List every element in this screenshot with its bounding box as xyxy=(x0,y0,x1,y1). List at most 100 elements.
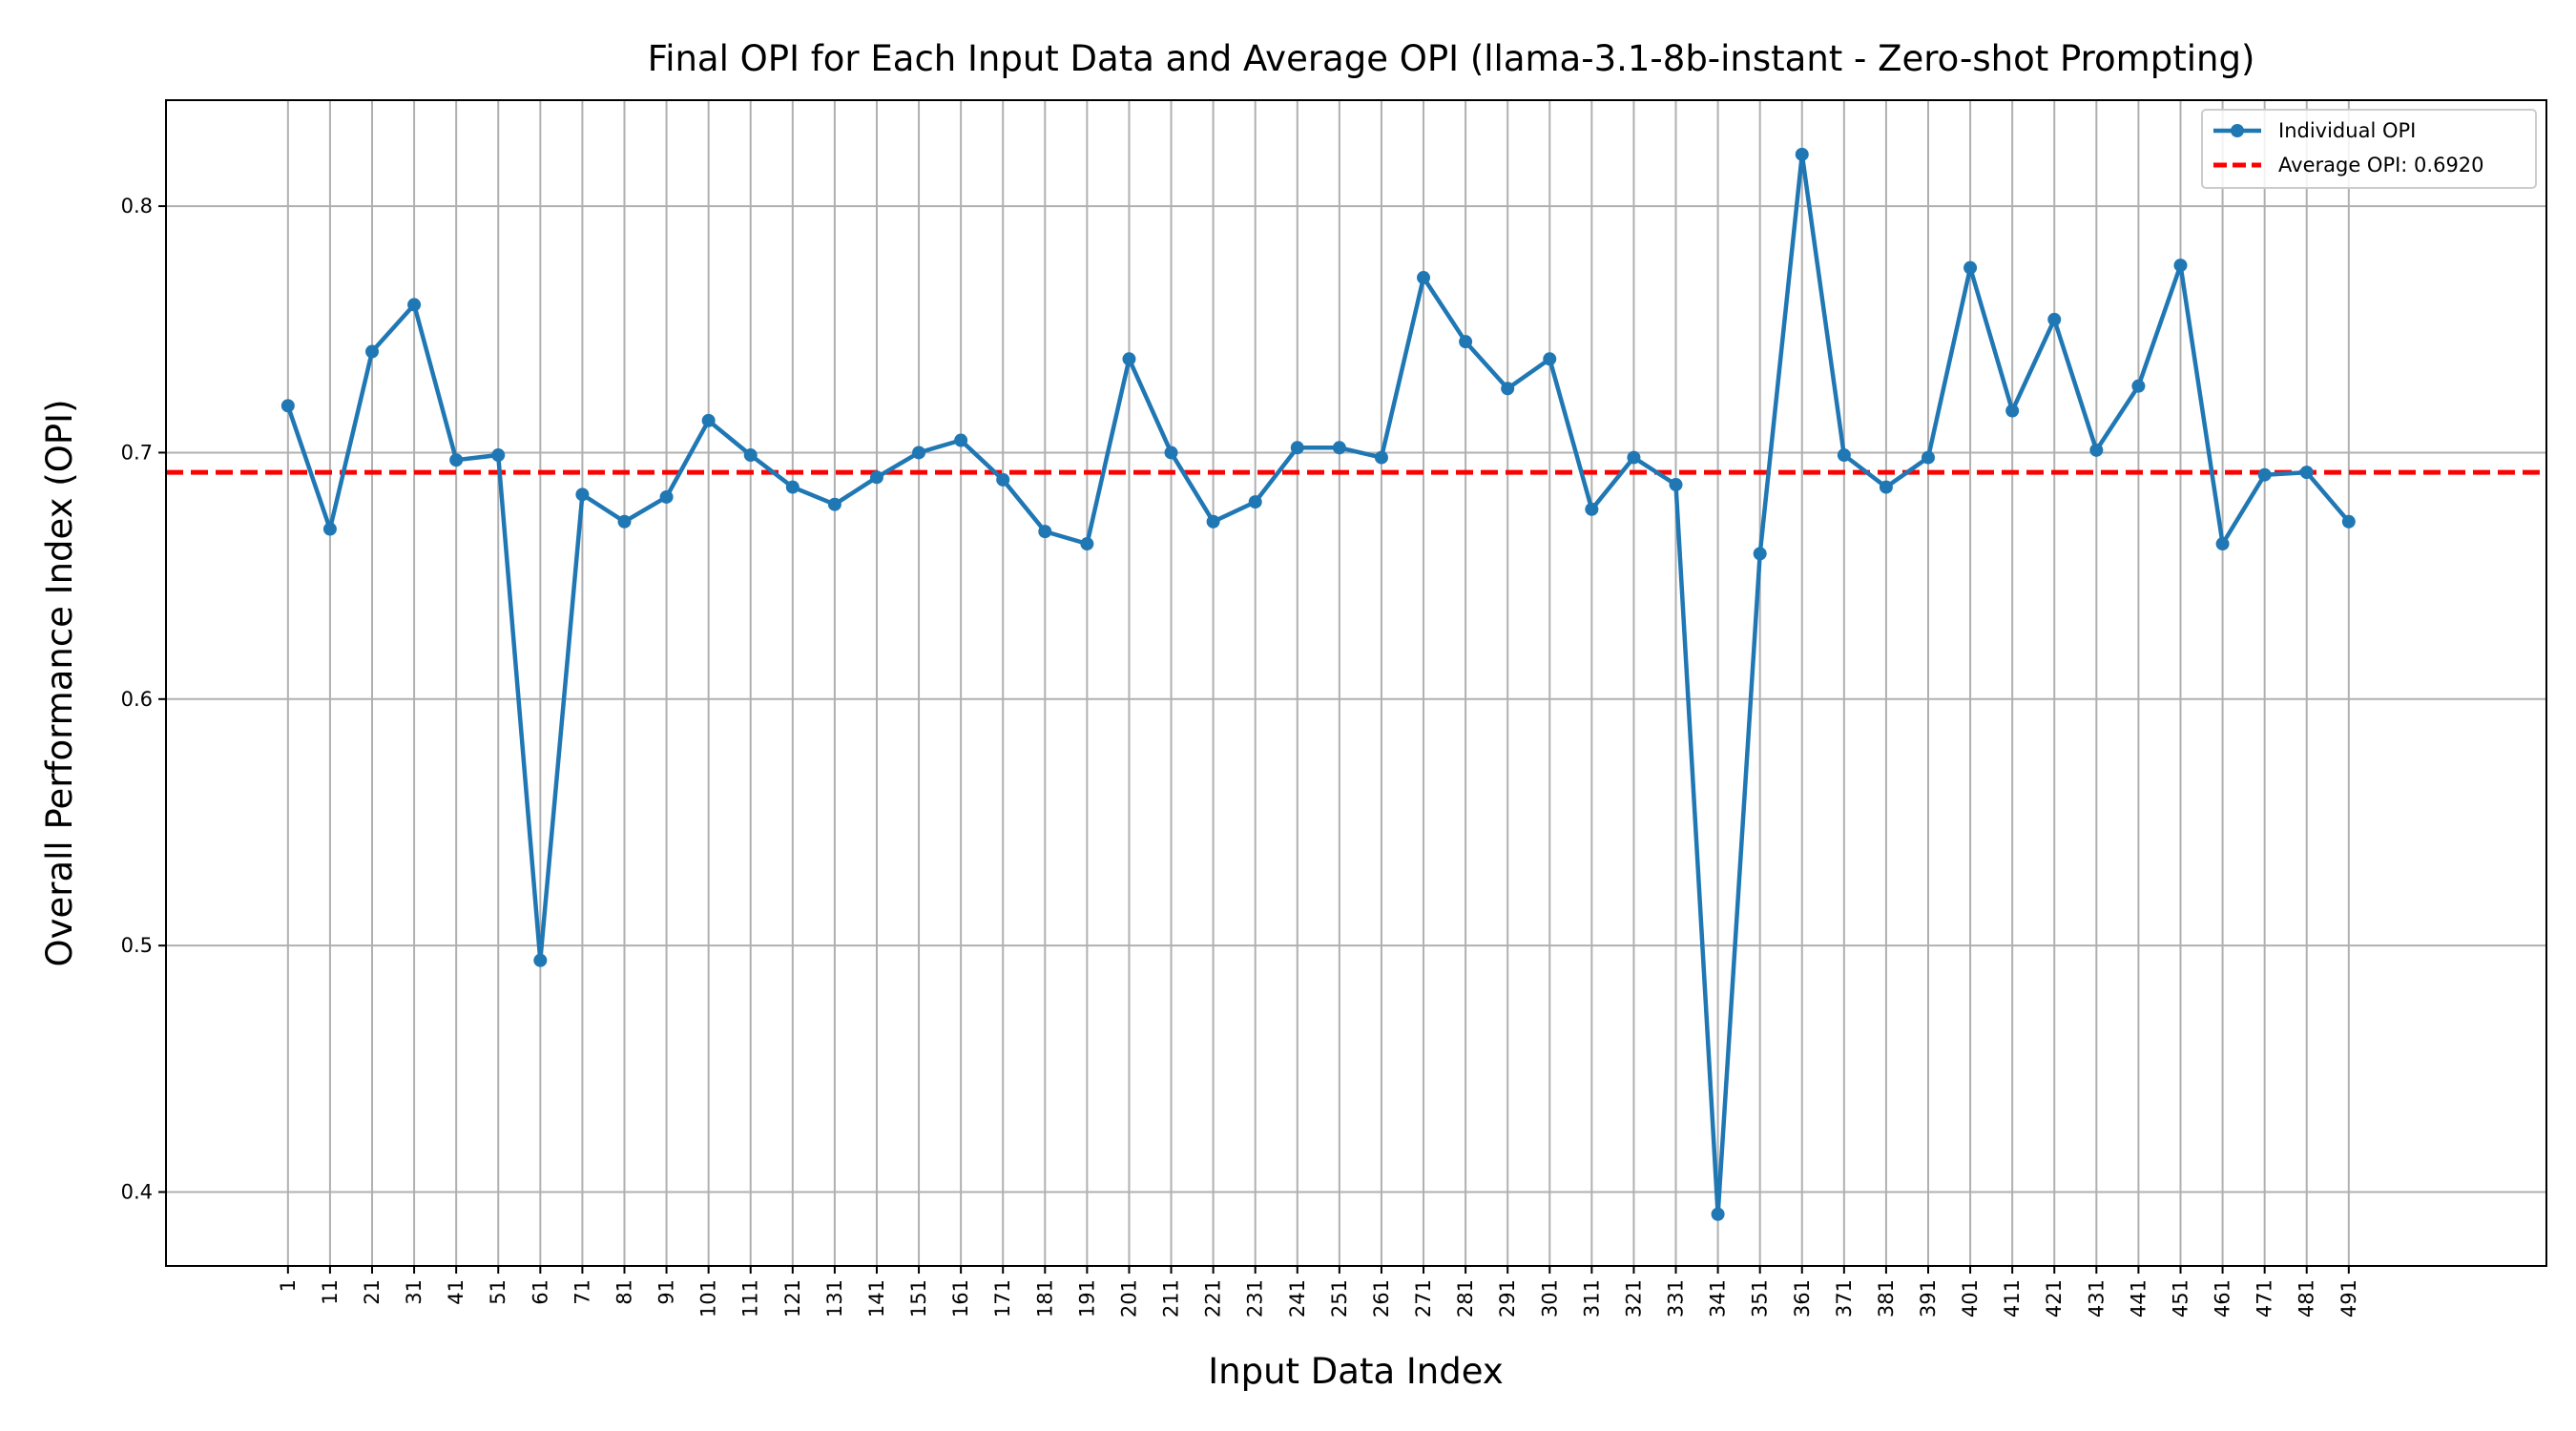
data-point xyxy=(2299,466,2314,480)
series-layer xyxy=(280,147,2356,1221)
x-tick-label: 61 xyxy=(529,1279,551,1305)
x-tick-label: 71 xyxy=(571,1279,593,1305)
data-point xyxy=(701,413,716,427)
data-point xyxy=(2257,467,2272,482)
x-axis-ticks: 1 11 21 31 41 51 61 71 81 91 101 111 121 131 141 151 161… xyxy=(277,1266,2360,1317)
data-point xyxy=(1963,260,1978,275)
data-point xyxy=(912,446,926,460)
data-point xyxy=(1038,525,1052,539)
x-tick-label: 291 xyxy=(1496,1279,1519,1317)
data-point xyxy=(322,522,337,536)
data-point xyxy=(2089,443,2104,457)
data-point xyxy=(1585,502,1599,516)
legend-label-average-opi: Average OPI: 0.6920 xyxy=(2278,154,2484,176)
x-tick-label: 421 xyxy=(2043,1279,2066,1317)
data-point xyxy=(2341,514,2356,529)
x-tick-label: 381 xyxy=(1875,1279,1898,1317)
data-point xyxy=(2047,312,2062,326)
data-point xyxy=(1417,271,1431,285)
data-point xyxy=(1501,382,1515,396)
data-point xyxy=(1543,352,1557,366)
data-point xyxy=(1290,441,1304,455)
x-tick-label: 1 xyxy=(277,1279,300,1292)
legend-label-individual-opi: Individual OPI xyxy=(2278,119,2416,142)
x-tick-label: 401 xyxy=(1959,1279,1982,1317)
x-tick-label: 81 xyxy=(613,1279,635,1305)
x-tick-label: 441 xyxy=(2127,1279,2150,1317)
data-point xyxy=(743,448,758,463)
x-tick-label: 221 xyxy=(1202,1279,1225,1317)
x-tick-label: 451 xyxy=(2169,1279,2192,1317)
x-tick-label: 141 xyxy=(865,1279,888,1317)
x-tick-label: 301 xyxy=(1538,1279,1561,1317)
data-point xyxy=(1206,514,1220,529)
x-tick-label: 181 xyxy=(1033,1279,1056,1317)
x-tick-label: 261 xyxy=(1370,1279,1393,1317)
data-point xyxy=(1164,446,1178,460)
y-tick-label: 0.6 xyxy=(121,688,153,711)
data-point xyxy=(407,298,422,312)
x-tick-label: 471 xyxy=(2254,1279,2276,1317)
data-point xyxy=(364,344,379,359)
x-tick-label: 481 xyxy=(2296,1279,2318,1317)
data-point xyxy=(1711,1207,1725,1221)
x-tick-label: 311 xyxy=(1580,1279,1603,1317)
data-point xyxy=(2173,259,2188,273)
x-tick-label: 21 xyxy=(361,1279,384,1305)
legend-box xyxy=(2201,109,2537,189)
data-point xyxy=(1669,478,1683,492)
x-tick-label: 371 xyxy=(1833,1279,1856,1317)
x-tick-label: 31 xyxy=(403,1279,426,1305)
x-tick-label: 361 xyxy=(1791,1279,1814,1317)
data-point xyxy=(1080,537,1094,551)
data-point xyxy=(1627,450,1641,465)
data-point xyxy=(2131,379,2146,393)
data-point xyxy=(1122,352,1136,366)
plot-frame xyxy=(165,99,2547,1267)
data-point xyxy=(954,433,968,447)
y-tick-label: 0.5 xyxy=(121,934,153,957)
x-tick-label: 281 xyxy=(1454,1279,1477,1317)
x-tick-label: 91 xyxy=(655,1279,678,1305)
chart-title: Final OPI for Each Input Data and Averag… xyxy=(648,38,2255,79)
series-line-individual-opi xyxy=(285,152,2351,1216)
data-point xyxy=(996,472,1010,487)
data-point xyxy=(1795,147,1809,161)
x-tick-label: 111 xyxy=(739,1279,762,1317)
data-point xyxy=(449,453,464,467)
data-point xyxy=(827,497,841,511)
x-tick-label: 331 xyxy=(1665,1279,1688,1317)
legend-marker-individual-opi xyxy=(2231,124,2244,137)
data-point xyxy=(575,487,590,502)
data-point xyxy=(1248,495,1262,509)
y-tick-label: 0.8 xyxy=(121,195,153,218)
x-axis-label: Input Data Index xyxy=(1208,1351,1504,1392)
x-tick-label: 321 xyxy=(1622,1279,1645,1317)
y-axis-ticks: 0.4 0.5 0.6 0.7 0.8 xyxy=(121,195,166,1203)
data-point xyxy=(1837,448,1851,463)
y-axis-label: Overall Performance Index (OPI) xyxy=(39,399,80,966)
x-tick-label: 121 xyxy=(781,1279,804,1317)
data-point xyxy=(2215,537,2230,551)
legend: Individual OPI Average OPI: 0.6920 xyxy=(2201,109,2537,189)
x-tick-label: 241 xyxy=(1286,1279,1309,1317)
x-tick-label: 251 xyxy=(1328,1279,1351,1317)
data-point xyxy=(1753,547,1767,561)
data-point xyxy=(1922,450,1936,465)
x-tick-label: 391 xyxy=(1917,1279,1940,1317)
data-point xyxy=(1332,441,1346,455)
x-tick-label: 411 xyxy=(2001,1279,2024,1317)
data-point xyxy=(491,448,506,463)
x-tick-label: 131 xyxy=(823,1279,846,1317)
data-point xyxy=(280,399,295,413)
x-tick-label: 11 xyxy=(319,1279,342,1305)
x-tick-label: 101 xyxy=(697,1279,720,1317)
data-point xyxy=(2005,404,2020,418)
x-tick-label: 161 xyxy=(949,1279,972,1317)
x-tick-label: 461 xyxy=(2212,1279,2234,1317)
data-point xyxy=(1879,480,1893,494)
x-tick-label: 341 xyxy=(1707,1279,1730,1317)
data-point xyxy=(1374,450,1388,465)
data-point xyxy=(785,480,800,494)
